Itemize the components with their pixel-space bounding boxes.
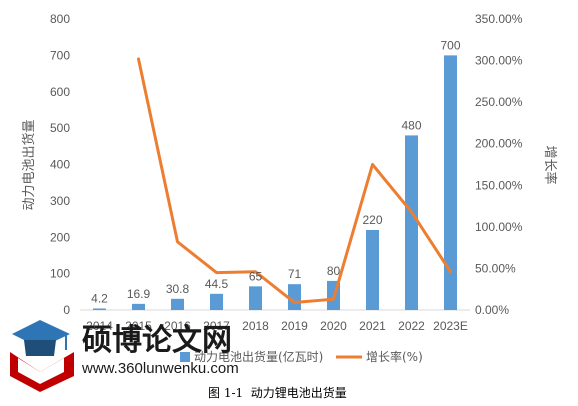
line-series [137, 57, 452, 305]
y2-tick-label: 300.00% [475, 54, 523, 68]
watermark: 硕博论文网 www.360lunwenku.com [10, 320, 239, 392]
y2-tick-label: 350.00% [475, 12, 523, 26]
bar-data-label: 44.5 [205, 277, 229, 291]
bar-data-label: 220 [362, 213, 382, 227]
y-tick-label: 400 [50, 158, 70, 172]
bar-data-labels: 4.2 16.9 30.8 44.5 65 71 80 220 480 700 [91, 38, 461, 305]
bar [366, 229, 379, 310]
bar-data-label: 480 [401, 118, 421, 132]
y-tick-label: 200 [50, 230, 70, 244]
right-axis-ticks: 0.00% 50.00% 100.00% 150.00% 200.00% 250.00% 3… [475, 12, 523, 317]
y2-axis-title: 增长率 [542, 145, 558, 184]
y2-tick-label: 250.00% [475, 95, 523, 109]
bar-series [93, 55, 457, 310]
x-tick-label: 2023E [433, 319, 468, 333]
legend-line-label: 增长率(%) [366, 349, 423, 364]
bar [93, 308, 106, 310]
bar-data-label: 4.2 [91, 291, 108, 305]
watermark-url: www.360lunwenku.com [81, 360, 239, 377]
bar [444, 55, 457, 310]
watermark-title: 硕博论文网 [82, 323, 232, 358]
left-axis-ticks: 0 100 200 300 400 500 600 700 800 [50, 12, 70, 317]
legend-bar-label: 动力电池出货量(亿瓦时) [194, 349, 323, 364]
y-tick-label: 0 [63, 303, 70, 317]
x-axis-ticks: 2014 2015 2016 2017 2018 2019 2020 2021 2022 2023… [86, 319, 468, 333]
y2-tick-label: 200.00% [475, 137, 523, 151]
legend-bar-swatch [180, 352, 190, 362]
bar [405, 135, 418, 310]
bar [132, 303, 145, 310]
x-tick-label: 2020 [320, 319, 347, 333]
x-tick-label: 2015 [125, 319, 152, 333]
bar-data-label: 16.9 [127, 287, 151, 301]
y-tick-label: 800 [50, 12, 70, 26]
y2-tick-label: 150.00% [475, 178, 523, 192]
bar [210, 293, 223, 310]
x-tick-label: 2016 [164, 319, 191, 333]
bar-data-label: 30.8 [166, 282, 190, 296]
bar-data-label: 80 [327, 264, 341, 278]
y-tick-label: 600 [50, 85, 70, 99]
x-tick-label: 2019 [281, 319, 308, 333]
bar-data-label: 71 [288, 267, 302, 281]
bar-data-label: 700 [440, 38, 460, 52]
x-tick-label: 2017 [203, 319, 230, 333]
bar [249, 286, 262, 310]
x-tick-label: 2021 [359, 319, 386, 333]
x-tick-label: 2014 [86, 319, 113, 333]
figure-caption: 图 1-1 动力锂电池出货量 [208, 385, 347, 400]
x-tick-label: 2018 [242, 319, 269, 333]
y-tick-label: 300 [50, 194, 70, 208]
y-tick-label: 700 [50, 48, 70, 62]
legend: 动力电池出货量(亿瓦时) 增长率(%) [180, 349, 423, 364]
x-tick-label: 2022 [398, 319, 425, 333]
y-tick-label: 500 [50, 121, 70, 135]
y2-tick-label: 100.00% [475, 220, 523, 234]
y-axis-title: 动力电池出货量 [21, 119, 37, 210]
y2-tick-label: 50.00% [475, 261, 516, 275]
bar-data-label: 65 [249, 269, 263, 283]
y2-tick-label: 0.00% [475, 303, 509, 317]
graduation-cap-icon [10, 320, 74, 392]
growth-rate-line [137, 57, 452, 305]
y-tick-label: 100 [50, 267, 70, 281]
bar [171, 298, 184, 310]
